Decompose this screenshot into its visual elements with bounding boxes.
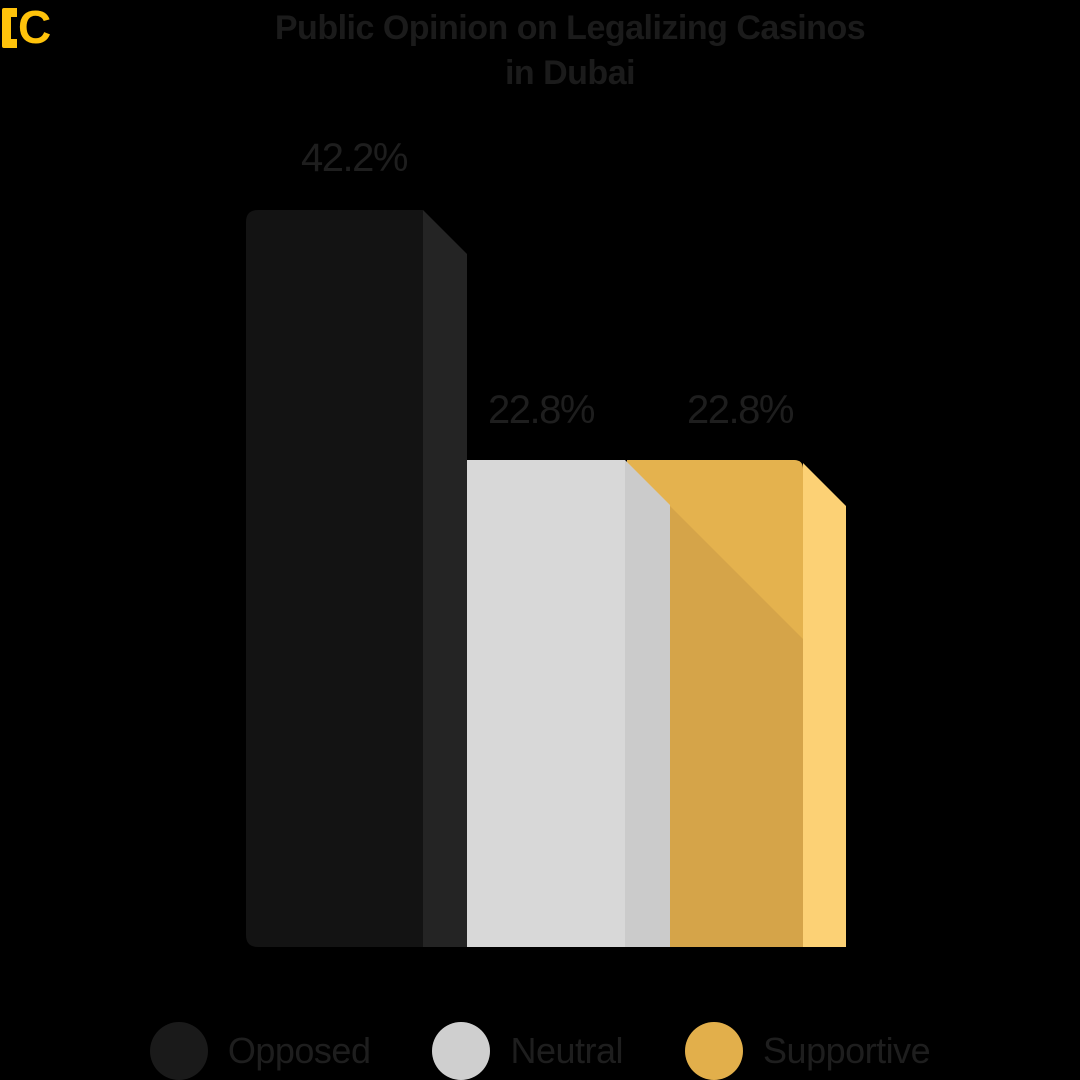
value-label-opposed: 42.2% <box>301 136 408 180</box>
legend-item-supportive: Supportive <box>685 1022 931 1080</box>
value-label-supportive: 22.8% <box>687 388 794 432</box>
bar-supportive-side <box>803 463 846 947</box>
legend-swatch-supportive-icon <box>685 1022 744 1080</box>
bar-opposed-side <box>423 210 467 947</box>
chart-title: Public Opinion on Legalizing Casinos in … <box>30 6 1080 96</box>
legend-item-opposed: Opposed <box>149 1022 371 1080</box>
bar-supportive-face-shadow <box>627 463 803 947</box>
legend-item-neutral: Neutral <box>432 1022 624 1080</box>
value-label-neutral: 22.8% <box>488 388 595 432</box>
legend-swatch-neutral-icon <box>432 1022 491 1080</box>
legend-label-opposed: Opposed <box>227 1030 371 1071</box>
bar-neutral-side <box>625 460 670 947</box>
chart-title-line1: Public Opinion on Legalizing Casinos <box>274 9 866 47</box>
legend-swatch-opposed-icon <box>149 1022 208 1080</box>
chart-title-line2: in Dubai <box>504 54 636 92</box>
bar-neutral-face <box>467 460 625 947</box>
legend: Opposed Neutral Supportive <box>0 1022 1080 1080</box>
bar-opposed-face <box>246 210 423 947</box>
legend-label-neutral: Neutral <box>510 1030 624 1071</box>
bar-opposed <box>246 210 467 947</box>
legend-label-supportive: Supportive <box>763 1030 931 1071</box>
bar-neutral <box>467 460 670 947</box>
logo-letter-c-icon: C <box>17 1 53 53</box>
dc-logo: C <box>2 2 94 56</box>
bar-supportive <box>627 460 846 947</box>
